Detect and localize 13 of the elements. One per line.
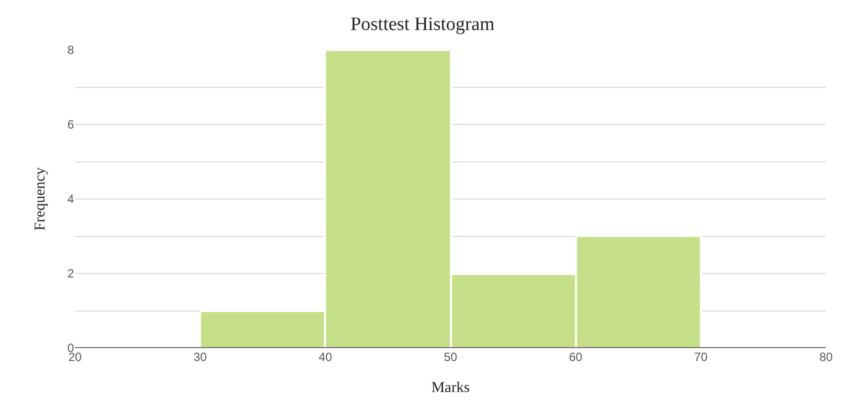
y-tick-label: 8: [67, 43, 74, 58]
x-tick-label: 60: [568, 350, 583, 364]
x-tick-label: 70: [694, 350, 708, 364]
x-tick-label: 40: [318, 350, 332, 364]
y-axis-title: Frequency: [32, 166, 49, 231]
x-axis-title: Marks: [431, 380, 470, 396]
chart-title: Posttest Histogram: [350, 14, 495, 36]
y-tick-label: 2: [67, 266, 74, 281]
x-tick-label: 50: [444, 350, 458, 364]
x-tick-label: 30: [193, 350, 208, 364]
y-tick-label: 6: [67, 118, 74, 132]
y-tick-label: 4: [67, 192, 74, 206]
x-tick-label: 80: [819, 350, 833, 364]
